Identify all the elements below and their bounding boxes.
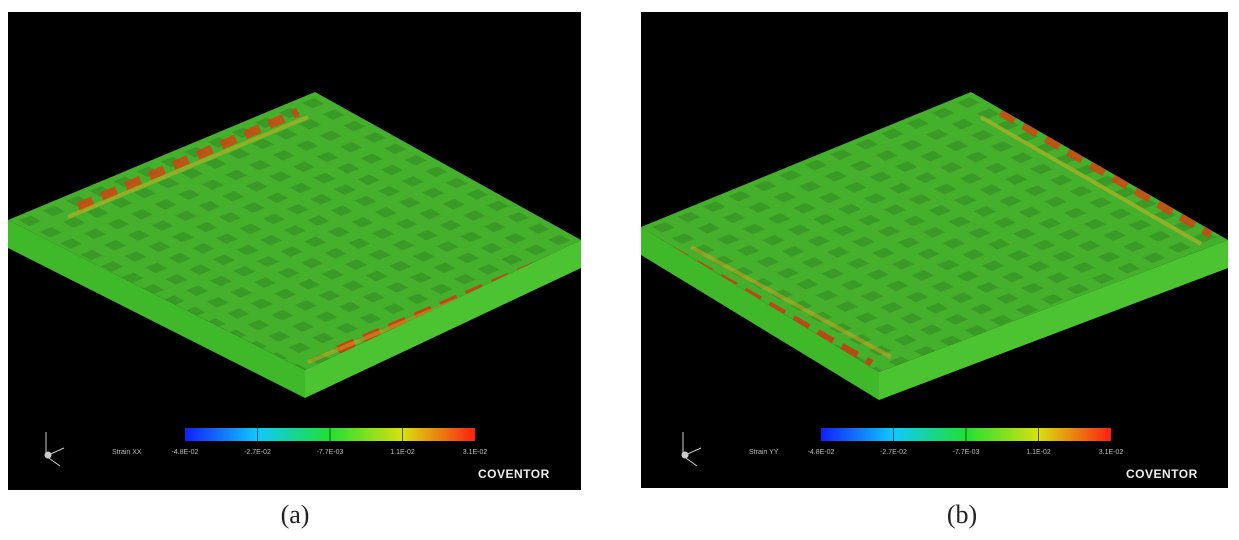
scale-label: 1.1E-02	[390, 449, 415, 456]
scale-label: -7.7E-03	[317, 449, 344, 456]
scale-label: -2.7E-02	[244, 449, 271, 456]
legend-title: Strain YY	[749, 449, 779, 456]
scale-label: -4.8E-02	[808, 449, 835, 456]
caption: (b)	[922, 500, 1002, 530]
scale-label: 1.1E-02	[1026, 449, 1051, 456]
scale-label: -2.7E-02	[880, 449, 907, 456]
brand: COVENTOR	[478, 467, 550, 481]
caption: (a)	[255, 500, 335, 530]
simulation-image: Strain XX -4.8E-02 -2.7E-02 -7.7E-03 1.1E-0…	[8, 12, 581, 490]
scale-label: -7.7E-03	[953, 449, 980, 456]
page: {"panels": [ {"legend_title": "Strain XX…	[0, 0, 1239, 540]
brand: COVENTOR	[1126, 467, 1198, 481]
scale-label: 3.1E-02	[463, 449, 488, 456]
axis-triad	[45, 432, 64, 466]
axis-triad	[682, 432, 701, 466]
legend-title: Strain XX	[112, 449, 142, 456]
plate	[8, 92, 581, 398]
scale-label: 3.1E-02	[1099, 449, 1124, 456]
simulation-image: Strain YY -4.8E-02 -2.7E-02 -7.7E-03 1.1E-0…	[641, 12, 1228, 488]
scale-label: -4.8E-02	[172, 449, 199, 456]
plate	[641, 92, 1228, 400]
